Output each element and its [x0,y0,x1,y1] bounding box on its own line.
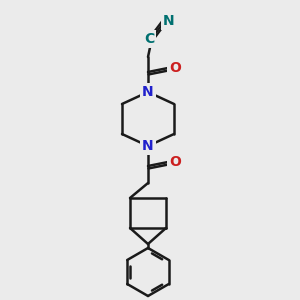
Text: N: N [163,14,175,28]
Text: O: O [169,61,181,75]
Text: N: N [142,85,154,99]
Text: N: N [142,139,154,153]
Text: O: O [169,155,181,169]
Text: C: C [144,32,154,46]
